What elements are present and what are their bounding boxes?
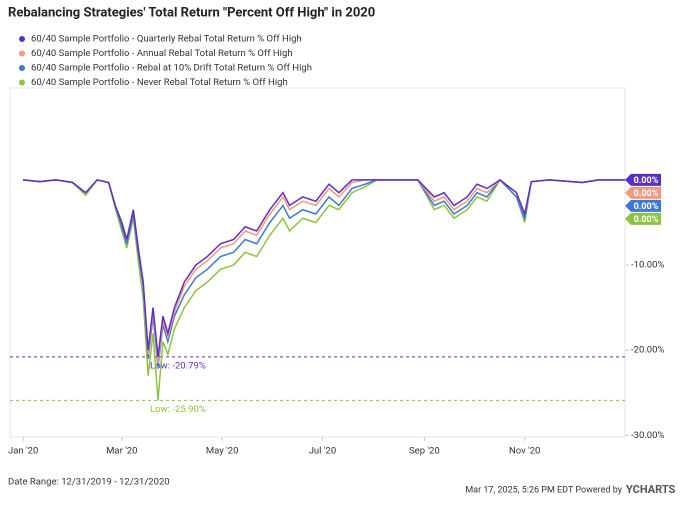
end-label: 0.00%: [634, 202, 659, 212]
legend-marker: [19, 36, 25, 42]
series-line: [23, 179, 625, 357]
end-label-box: [625, 173, 661, 186]
brand: YCHARTS: [626, 483, 676, 496]
end-label-box: [625, 186, 661, 199]
chart-title: Rebalancing Strategies' Total Return "Pe…: [8, 5, 375, 20]
x-tick-label: Jan '20: [8, 446, 38, 457]
series-line: [23, 178, 625, 368]
low-label: Low: -25.90%: [150, 404, 206, 415]
legend-label: 60/40 Sample Portfolio - Quarterly Rebal…: [31, 34, 302, 45]
x-tick-label: Jul '20: [309, 446, 336, 457]
series-line: [23, 178, 625, 364]
plot-frame: [9, 87, 626, 438]
legend-label: 60/40 Sample Portfolio - Rebal at 10% Dr…: [31, 63, 312, 74]
series-line: [23, 178, 625, 401]
legend-label: 60/40 Sample Portfolio - Annual Rebal To…: [31, 48, 293, 59]
end-label: 0.00%: [634, 176, 659, 186]
legend-marker: [19, 50, 25, 57]
x-tick-label: Sep '20: [409, 446, 440, 457]
legend-label: 60/40 Sample Portfolio - Never Rebal Tot…: [31, 77, 288, 88]
end-label: 0.00%: [634, 189, 659, 199]
legend-marker: [19, 79, 25, 86]
legend-marker: [19, 65, 25, 71]
y-tick-label: -20.00%: [631, 345, 664, 356]
x-tick-label: Mar '20: [106, 446, 137, 457]
x-tick-label: May '20: [206, 446, 239, 457]
timestamp: Mar 17, 2025, 5:26 PM EDT Powered by: [465, 485, 622, 495]
y-tick-label: -10.00%: [631, 260, 664, 271]
date-range: Date Range: 12/31/2019 - 12/31/2020: [8, 477, 170, 488]
end-label-box: [625, 212, 661, 225]
end-label: 0.00%: [634, 215, 659, 225]
x-tick-label: Nov '20: [509, 446, 540, 457]
end-label-box: [625, 199, 661, 212]
y-tick-label: -30.00%: [631, 430, 664, 441]
low-label: Low: -20.79%: [150, 360, 206, 371]
